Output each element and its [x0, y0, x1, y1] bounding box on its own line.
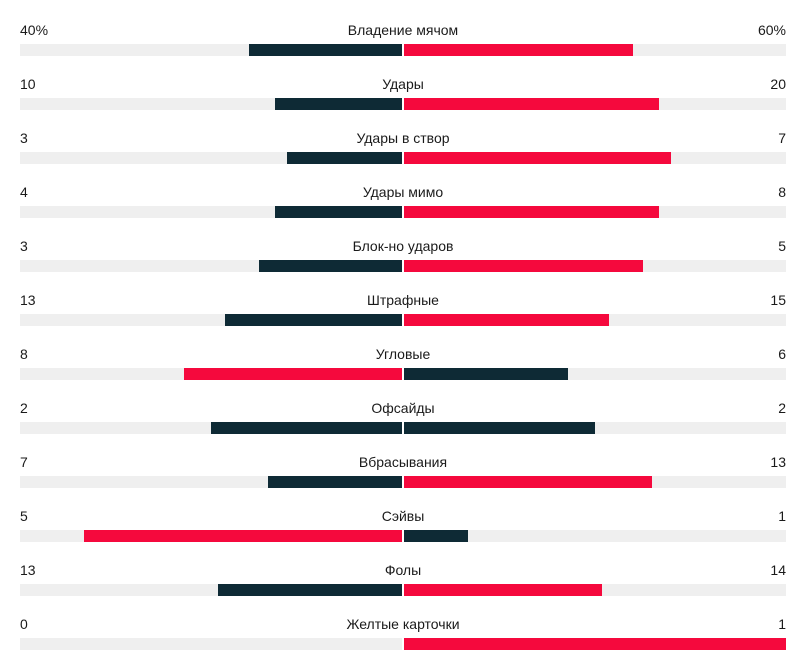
home-value: 13: [20, 562, 36, 578]
home-bar-track: [20, 44, 402, 56]
away-bar: [404, 584, 603, 596]
home-value: 8: [20, 346, 28, 362]
home-bar: [274, 206, 402, 218]
away-bar-track: [404, 638, 786, 650]
away-bar: [404, 476, 653, 488]
stat-row: 13 Фолы 14: [0, 552, 808, 600]
away-bar-track: [404, 206, 786, 218]
stat-row: 13 Штрафные 15: [0, 282, 808, 330]
home-bar-track: [20, 206, 402, 218]
home-value: 7: [20, 454, 28, 470]
stat-label: Блок-но ударов: [352, 238, 454, 254]
away-bar: [404, 314, 609, 326]
away-value: 1: [778, 508, 786, 524]
stat-label: Вбрасывания: [358, 454, 448, 470]
home-bar-track: [20, 422, 402, 434]
stat-row: 8 Угловые 6: [0, 336, 808, 384]
away-bar: [404, 98, 659, 110]
away-bar: [404, 260, 643, 272]
home-value: 3: [20, 130, 28, 146]
stat-row: 4 Удары мимо 8: [0, 174, 808, 222]
home-value: 2: [20, 400, 28, 416]
home-bar-track: [20, 476, 402, 488]
away-value: 6: [778, 346, 786, 362]
home-value: 3: [20, 238, 28, 254]
home-value: 4: [20, 184, 28, 200]
stat-label: Удары: [382, 76, 424, 92]
stat-label: Сэйвы: [381, 508, 425, 524]
away-value: 7: [778, 130, 786, 146]
stat-row: 7 Вбрасывания 13: [0, 444, 808, 492]
home-bar-track: [20, 314, 402, 326]
away-bar-track: [404, 98, 786, 110]
home-bar: [218, 584, 402, 596]
home-bar: [249, 44, 402, 56]
away-value: 1: [778, 616, 786, 632]
home-value: 13: [20, 292, 36, 308]
home-bar-track: [20, 368, 402, 380]
away-bar: [404, 530, 468, 542]
away-bar-track: [404, 260, 786, 272]
home-bar: [287, 152, 402, 164]
home-bar-track: [20, 98, 402, 110]
stat-label: Желтые карточки: [346, 616, 460, 632]
away-bar-track: [404, 44, 786, 56]
stat-label: Офсайды: [371, 400, 435, 416]
away-bar: [404, 422, 595, 434]
away-value: 20: [770, 76, 786, 92]
stat-label: Удары в створ: [356, 130, 450, 146]
away-bar: [404, 206, 659, 218]
stat-row: 10 Удары 20: [0, 66, 808, 114]
away-bar-track: [404, 152, 786, 164]
away-value: 15: [770, 292, 786, 308]
home-bar: [83, 530, 402, 542]
stat-row: 3 Блок-но ударов 5: [0, 228, 808, 276]
away-value: 13: [770, 454, 786, 470]
home-bar: [211, 422, 402, 434]
stat-row: 3 Удары в створ 7: [0, 120, 808, 168]
stat-label: Фолы: [384, 562, 422, 578]
away-value: 14: [770, 562, 786, 578]
home-bar: [274, 98, 402, 110]
stat-row: 0 Желтые карточки 1: [0, 606, 808, 654]
stat-label: Удары мимо: [362, 184, 444, 200]
away-bar: [404, 368, 568, 380]
away-bar-track: [404, 530, 786, 542]
home-bar-track: [20, 638, 402, 650]
away-bar-track: [404, 314, 786, 326]
home-bar: [268, 476, 402, 488]
home-value: 40%: [20, 22, 49, 38]
home-bar-track: [20, 530, 402, 542]
away-bar: [404, 152, 672, 164]
home-value: 10: [20, 76, 36, 92]
home-value: 5: [20, 508, 28, 524]
away-value: 2: [778, 400, 786, 416]
away-value: 8: [778, 184, 786, 200]
stat-label: Владение мячом: [347, 22, 459, 38]
away-value: 60%: [757, 22, 786, 38]
home-bar-track: [20, 584, 402, 596]
home-bar: [258, 260, 402, 272]
stat-row: 40% Владение мячом 60%: [0, 12, 808, 60]
stat-row: 5 Сэйвы 1: [0, 498, 808, 546]
home-bar: [183, 368, 402, 380]
away-bar-track: [404, 584, 786, 596]
away-bar-track: [404, 476, 786, 488]
away-value: 5: [778, 238, 786, 254]
home-bar-track: [20, 260, 402, 272]
away-bar: [404, 44, 634, 56]
away-bar-track: [404, 368, 786, 380]
away-bar-track: [404, 422, 786, 434]
stat-row: 2 Офсайды 2: [0, 390, 808, 438]
stat-label: Штрафные: [367, 292, 439, 308]
away-bar: [404, 638, 786, 650]
home-bar-track: [20, 152, 402, 164]
home-value: 0: [20, 616, 28, 632]
home-bar: [224, 314, 402, 326]
stat-label: Угловые: [375, 346, 431, 362]
